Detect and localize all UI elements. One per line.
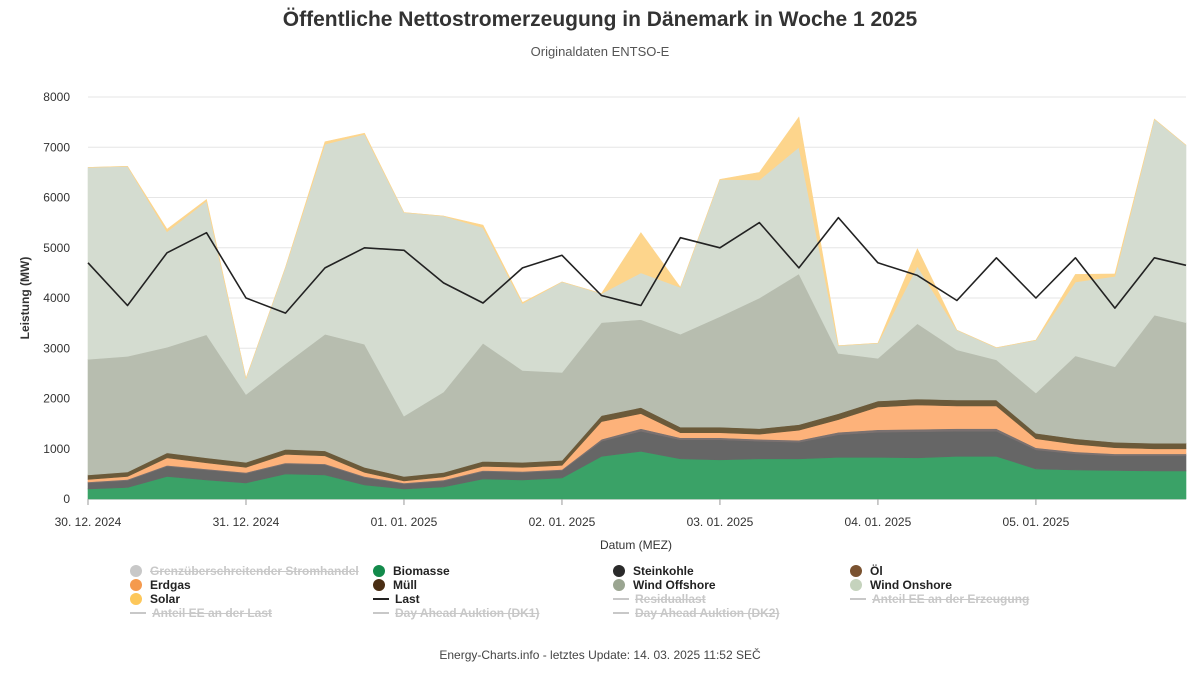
legend-item-solar[interactable]: Solar [130,592,180,606]
legend-label: Day Ahead Auktion (DK2) [635,606,780,620]
y-tick-label: 0 [63,492,70,506]
x-tick-label: 01. 01. 2025 [371,515,438,529]
legend-line-icon [850,598,866,600]
legend-item-anteil-ee-an-der-erzeugung[interactable]: Anteil EE an der Erzeugung [850,592,1029,606]
legend-item-day-ahead-auktion-dk1[interactable]: Day Ahead Auktion (DK1) [373,606,539,620]
chart-subtitle: Originaldaten ENTSO-E [530,44,670,59]
y-tick-label: 4000 [43,291,70,305]
y-tick-label: 1000 [43,442,70,456]
legend-dot-icon [373,565,385,577]
legend-item-müll[interactable]: Müll [373,578,417,592]
legend-label: Solar [150,592,181,606]
legend-item-anteil-ee-an-der-last[interactable]: Anteil EE an der Last [130,606,272,620]
legend-dot-icon [130,593,142,605]
y-tick-label: 3000 [43,341,70,355]
legend-label: Steinkohle [633,564,694,578]
legend-dot-icon [130,565,142,577]
legend-item-steinkohle[interactable]: Steinkohle [613,564,694,578]
legend-item-biomasse[interactable]: Biomasse [373,564,450,578]
legend-dot-icon [613,579,625,591]
legend-line-icon [373,612,389,614]
legend-label: Wind Offshore [633,578,716,592]
legend-item-last[interactable]: Last [373,592,420,606]
legend-item-wind-onshore[interactable]: Wind Onshore [850,578,952,592]
legend-label: Erdgas [150,578,191,592]
line-series-last[interactable] [87,216,1187,314]
legend-label: Wind Onshore [870,578,952,592]
legend-label: Anteil EE an der Erzeugung [872,592,1030,606]
legend-item-residuallast[interactable]: Residuallast [613,592,706,606]
stacked-areas [87,116,1187,500]
footer-credit: Energy-Charts.info - letztes Update: 14.… [439,648,761,662]
y-tick-label: 6000 [43,191,70,205]
y-tick-label: 7000 [43,140,70,154]
y-tick-label: 5000 [43,241,70,255]
legend-dot-icon [850,579,862,591]
legend-line-icon [373,598,389,600]
y-tick-label: 8000 [43,90,70,104]
legend-item-grenzüberschreitender-stromhandel[interactable]: Grenzüberschreitender Stromhandel [130,564,359,578]
y-tick-label: 2000 [43,392,70,406]
x-axis-label: Datum (MEZ) [600,538,672,552]
load-line [87,216,1187,314]
legend-label: Grenzüberschreitender Stromhandel [150,564,359,578]
legend-dot-icon [850,565,862,577]
legend-dot-icon [613,565,625,577]
legend-item-öl[interactable]: Öl [850,564,883,578]
legend-dot-icon [130,579,142,591]
x-tick-label: 31. 12. 2024 [213,515,280,529]
chart-title: Öffentliche Nettostromerzeugung in Dänem… [282,8,918,31]
legend-line-icon [130,612,146,614]
x-tick-label: 03. 01. 2025 [687,515,754,529]
area-series-solar[interactable] [87,116,1187,380]
axes: 0 1000 2000 3000 4000 5000 6000 7000 8000 30. 12.… [43,90,1069,529]
legend-item-erdgas[interactable]: Erdgas [130,578,191,592]
legend-item-wind-offshore[interactable]: Wind Offshore [613,578,716,592]
legend-line-icon [613,612,629,614]
legend-label: Last [395,592,420,606]
legend-dot-icon [373,579,385,591]
x-tick-label: 02. 01. 2025 [529,515,596,529]
legend-label: Biomasse [393,564,450,578]
y-axis-label: Leistung (MW) [18,257,32,340]
legend-label: Day Ahead Auktion (DK1) [395,606,540,620]
legend-label: Müll [393,578,417,592]
legend-label: Anteil EE an der Last [152,606,273,620]
legend-label: Residuallast [635,592,706,606]
x-tick-label: 05. 01. 2025 [1003,515,1070,529]
x-tick-label: 04. 01. 2025 [845,515,912,529]
legend-line-icon [613,598,629,600]
legend-label: Öl [870,564,883,578]
legend-item-day-ahead-auktion-dk2[interactable]: Day Ahead Auktion (DK2) [613,606,779,620]
x-tick-label: 30. 12. 2024 [55,515,122,529]
